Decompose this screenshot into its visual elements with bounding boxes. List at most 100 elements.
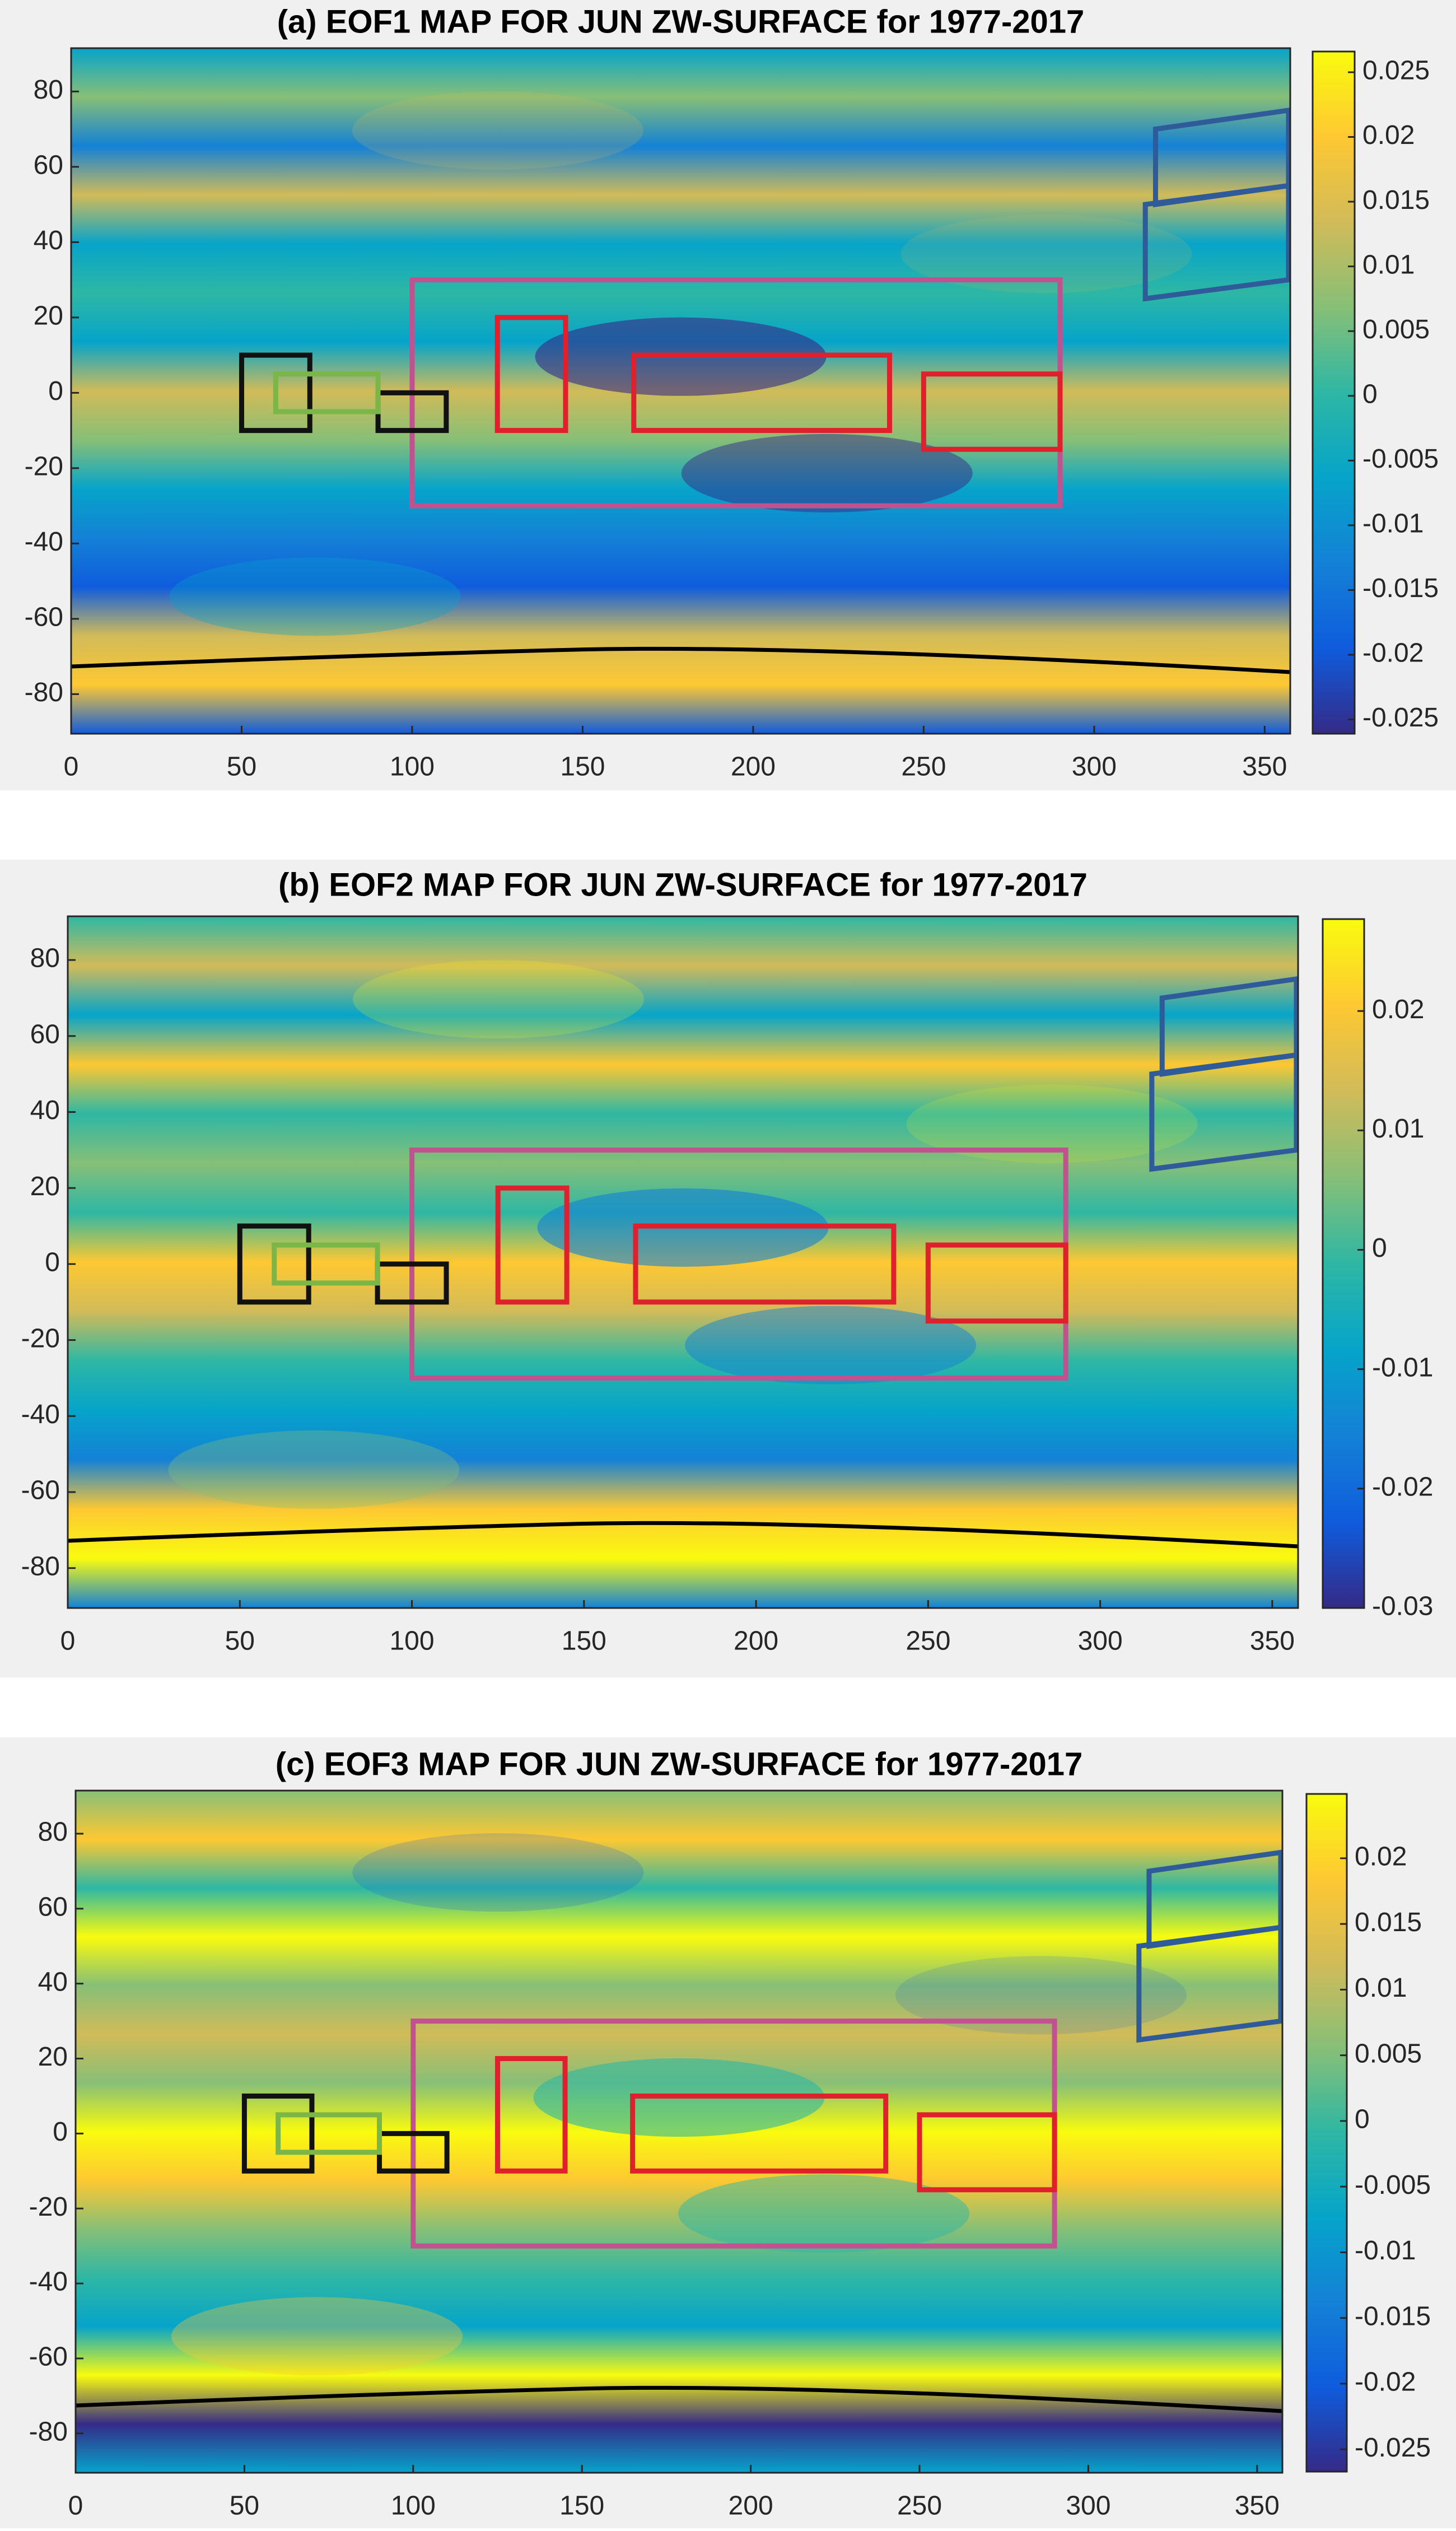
atlantic-box bbox=[1136, 1924, 1284, 2043]
x-tick-label: 200 bbox=[731, 752, 776, 782]
x-tick-label: 0 bbox=[68, 2491, 83, 2521]
y-tick-label: 0 bbox=[53, 2117, 68, 2147]
region-box bbox=[237, 1223, 311, 1305]
map-blob bbox=[352, 1833, 644, 1912]
colorbar-tick-label: 0.02 bbox=[1372, 995, 1424, 1024]
y-tick-label: -80 bbox=[21, 1551, 60, 1581]
colorbar-tick-label: -0.01 bbox=[1355, 2236, 1416, 2266]
x-tick-label: 350 bbox=[1250, 1626, 1295, 1656]
x-tick-label: 0 bbox=[64, 752, 79, 782]
y-tick-label: -60 bbox=[25, 603, 63, 632]
y-tick-label: 40 bbox=[34, 226, 63, 255]
colorbar-tick-label: -0.02 bbox=[1372, 1472, 1433, 1502]
y-tick-label: 60 bbox=[34, 151, 63, 180]
region-box bbox=[494, 2056, 568, 2174]
x-tick-label: 50 bbox=[230, 2491, 259, 2521]
y-tick-label: 40 bbox=[38, 1967, 68, 1997]
y-tick-label: -40 bbox=[25, 527, 63, 557]
colorbar-tick-label: -0.01 bbox=[1362, 509, 1424, 539]
y-tick-label: -20 bbox=[21, 1323, 60, 1353]
x-tick-label: 200 bbox=[729, 2491, 773, 2521]
y-tick-label: -80 bbox=[25, 678, 63, 707]
colorbar-tick-label: 0.02 bbox=[1362, 120, 1415, 150]
y-tick-label: -20 bbox=[29, 2192, 68, 2222]
y-tick-label: -40 bbox=[29, 2267, 68, 2297]
y-tick-label: 60 bbox=[30, 1019, 60, 1049]
region-box bbox=[630, 2093, 889, 2174]
colorbar-tick-label: -0.03 bbox=[1372, 1592, 1433, 1621]
x-tick-label: 150 bbox=[559, 2491, 604, 2521]
y-tick-label: 40 bbox=[30, 1096, 60, 1125]
plot-frame bbox=[67, 915, 1299, 1609]
colorbar-tick-label: 0 bbox=[1362, 379, 1378, 409]
x-tick-label: 100 bbox=[391, 2491, 436, 2521]
x-tick-label: 150 bbox=[562, 1626, 606, 1656]
colorbar-tick-label: -0.02 bbox=[1362, 638, 1424, 668]
colorbar-tick-label: -0.02 bbox=[1355, 2367, 1416, 2397]
x-tick-label: 150 bbox=[560, 752, 605, 782]
map-blob bbox=[900, 215, 1192, 293]
plot-frame bbox=[70, 47, 1291, 735]
region-box bbox=[917, 2112, 1057, 2193]
y-tick-label: 80 bbox=[34, 75, 63, 105]
region-box bbox=[925, 1242, 1068, 1324]
x-tick-label: 250 bbox=[901, 752, 946, 782]
plot-frame bbox=[74, 1789, 1284, 2474]
map-blob bbox=[685, 1306, 977, 1385]
colorbar-tick-label: 0.02 bbox=[1355, 1842, 1407, 1872]
map-blob bbox=[168, 1430, 460, 1509]
y-tick-label: 80 bbox=[30, 944, 60, 973]
region-box bbox=[921, 371, 1063, 452]
chart-title: (c) EOF3 MAP FOR JUN ZW-SURFACE for 1977… bbox=[276, 1746, 1083, 1782]
x-tick-label: 250 bbox=[897, 2491, 942, 2521]
coastline bbox=[67, 1521, 1299, 1549]
colorbar-tick-label: -0.015 bbox=[1362, 574, 1439, 603]
colorbar-tick-label: 0.015 bbox=[1355, 1908, 1422, 1937]
region-box bbox=[273, 371, 381, 414]
y-tick-label: -40 bbox=[21, 1400, 60, 1429]
map-blob bbox=[352, 91, 643, 170]
x-tick-label: 50 bbox=[227, 752, 256, 782]
x-tick-label: 300 bbox=[1078, 1626, 1123, 1656]
x-tick-label: 350 bbox=[1235, 2491, 1280, 2521]
y-tick-label: -20 bbox=[25, 452, 63, 482]
x-tick-label: 300 bbox=[1066, 2491, 1110, 2521]
region-box bbox=[241, 2093, 315, 2174]
map-blob bbox=[895, 1956, 1187, 2035]
y-tick-label: -60 bbox=[21, 1476, 60, 1505]
coastline bbox=[71, 646, 1291, 674]
colorbar-tick-label: -0.005 bbox=[1355, 2170, 1431, 2200]
region-box bbox=[276, 2112, 382, 2155]
region-box bbox=[631, 352, 892, 434]
x-tick-label: 50 bbox=[225, 1626, 255, 1656]
colorbar-tick-label: -0.025 bbox=[1355, 2433, 1431, 2463]
map-blob bbox=[171, 2297, 463, 2376]
region-box bbox=[494, 315, 568, 434]
chart-title: (a) EOF1 MAP FOR JUN ZW-SURFACE for 1977… bbox=[277, 3, 1085, 40]
region-box bbox=[633, 1223, 897, 1305]
map-blob bbox=[681, 434, 973, 512]
map-blob bbox=[352, 960, 644, 1039]
colorbar-tick-label: 0.005 bbox=[1362, 315, 1430, 344]
colorbar-tick-label: 0.01 bbox=[1372, 1114, 1424, 1144]
y-tick-label: -80 bbox=[29, 2417, 68, 2446]
x-tick-label: 200 bbox=[734, 1626, 778, 1656]
colorbar-tick-label: -0.005 bbox=[1362, 444, 1439, 474]
y-tick-label: 20 bbox=[34, 301, 63, 331]
map-blob bbox=[906, 1084, 1198, 1163]
atlantic-box bbox=[1149, 1052, 1299, 1172]
colorbar bbox=[1305, 1793, 1348, 2473]
colorbar-tick-label: 0.015 bbox=[1362, 185, 1430, 215]
colorbar bbox=[1312, 50, 1356, 735]
colorbar-tick-label: 0 bbox=[1355, 2105, 1370, 2134]
colorbar-tick-label: -0.015 bbox=[1355, 2301, 1431, 2331]
x-tick-label: 0 bbox=[60, 1626, 76, 1656]
map-blob bbox=[169, 557, 461, 636]
chart-title: (b) EOF2 MAP FOR JUN ZW-SURFACE for 1977… bbox=[278, 866, 1088, 903]
colorbar-tick-label: 0.01 bbox=[1362, 250, 1415, 279]
region-box bbox=[239, 352, 312, 434]
colorbar bbox=[1322, 918, 1365, 1609]
x-tick-label: 250 bbox=[906, 1626, 950, 1656]
